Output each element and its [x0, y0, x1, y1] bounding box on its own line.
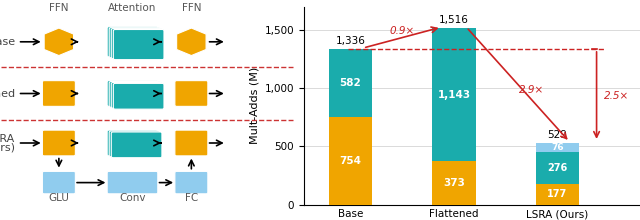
Bar: [536, 184, 579, 205]
Text: Flattened: Flattened: [0, 88, 16, 99]
Text: Attention: Attention: [108, 3, 157, 13]
Bar: [536, 143, 579, 152]
FancyBboxPatch shape: [107, 130, 158, 156]
FancyBboxPatch shape: [113, 29, 164, 60]
Text: 276: 276: [547, 163, 568, 173]
Text: 582: 582: [340, 78, 362, 88]
Text: 1,143: 1,143: [437, 90, 470, 100]
Bar: [536, 152, 579, 184]
FancyBboxPatch shape: [109, 28, 160, 58]
Text: FFN: FFN: [49, 3, 68, 13]
Text: FFN: FFN: [182, 3, 201, 13]
Text: LSRA: LSRA: [0, 134, 15, 144]
FancyBboxPatch shape: [109, 82, 160, 107]
Text: FC: FC: [185, 193, 198, 204]
FancyBboxPatch shape: [111, 82, 162, 108]
Text: 177: 177: [547, 189, 568, 199]
FancyBboxPatch shape: [107, 171, 158, 194]
Text: 76: 76: [551, 143, 564, 152]
FancyBboxPatch shape: [42, 171, 76, 194]
FancyBboxPatch shape: [175, 130, 208, 156]
Bar: [329, 49, 372, 117]
Text: 529: 529: [547, 130, 567, 140]
Text: 754: 754: [340, 156, 362, 166]
Bar: [432, 28, 476, 161]
FancyBboxPatch shape: [113, 83, 164, 109]
Bar: [329, 117, 372, 205]
Text: Conv: Conv: [119, 193, 146, 204]
Text: GLU: GLU: [49, 193, 69, 204]
FancyBboxPatch shape: [111, 29, 162, 59]
Text: 373: 373: [443, 178, 465, 188]
FancyBboxPatch shape: [107, 27, 158, 57]
Text: 1,516: 1,516: [439, 15, 469, 25]
Polygon shape: [44, 28, 74, 55]
FancyBboxPatch shape: [42, 81, 76, 106]
Text: 2.9×: 2.9×: [519, 85, 544, 95]
Text: 2.5×: 2.5×: [604, 91, 629, 101]
Polygon shape: [177, 28, 206, 55]
FancyBboxPatch shape: [107, 81, 158, 106]
Text: (Ours): (Ours): [0, 143, 15, 153]
FancyBboxPatch shape: [109, 131, 160, 157]
Text: 0.9×: 0.9×: [390, 26, 415, 36]
FancyBboxPatch shape: [111, 132, 162, 158]
Y-axis label: Mult-Adds (M): Mult-Adds (M): [249, 67, 259, 144]
Text: Base: Base: [0, 37, 16, 47]
Text: 1,336: 1,336: [335, 36, 365, 46]
FancyBboxPatch shape: [175, 171, 208, 194]
FancyBboxPatch shape: [175, 81, 208, 106]
Bar: [432, 161, 476, 205]
FancyBboxPatch shape: [42, 130, 76, 156]
